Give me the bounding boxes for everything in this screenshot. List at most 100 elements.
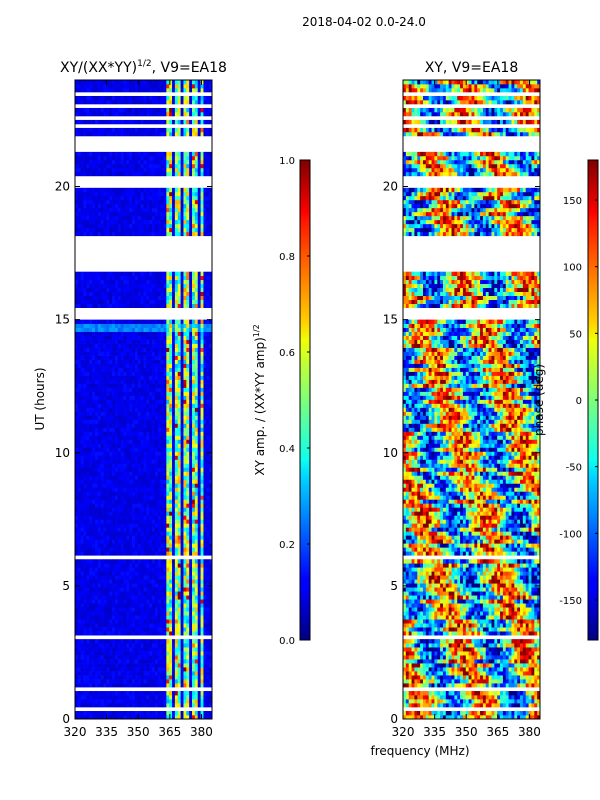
heatmap-cell <box>172 491 176 496</box>
heatmap-cell <box>94 607 99 612</box>
heatmap-cell <box>186 415 190 420</box>
heatmap-cell <box>209 651 213 656</box>
heatmap-cell <box>177 551 181 556</box>
heatmap-cell <box>129 631 133 636</box>
heatmap-cell <box>163 523 167 528</box>
heatmap-cell <box>126 407 130 412</box>
heatmap-cell <box>97 531 102 536</box>
heatmap-cell <box>169 419 173 424</box>
heatmap-cell <box>183 575 187 580</box>
heatmap-cell <box>186 535 190 540</box>
heatmap-cell <box>109 643 113 648</box>
heatmap-cell <box>80 643 84 648</box>
heatmap-cell <box>197 519 201 524</box>
heatmap-cell <box>203 711 207 716</box>
heatmap-cell <box>77 363 82 368</box>
heatmap-cell <box>132 595 136 600</box>
heatmap-cell <box>86 359 90 364</box>
heatmap-cell <box>194 587 199 592</box>
heatmap-cell <box>169 479 173 484</box>
heatmap-cell <box>86 671 90 676</box>
heatmap-cell <box>129 347 133 352</box>
heatmap-cell <box>134 583 139 588</box>
heatmap-cell <box>83 535 87 540</box>
heatmap-cell <box>132 567 136 572</box>
heatmap-cell <box>209 395 213 400</box>
heatmap-cell <box>140 675 144 680</box>
heatmap-cell <box>160 623 164 628</box>
heatmap-cell <box>180 291 184 297</box>
heatmap-cell <box>117 703 122 708</box>
heatmap-cell <box>180 655 184 660</box>
heatmap-cell <box>174 587 179 592</box>
heatmap-cell <box>129 495 133 500</box>
heatmap-cell <box>177 403 181 408</box>
heatmap-cell <box>189 475 193 480</box>
heatmap-cell <box>75 675 79 680</box>
heatmap-cell <box>75 447 79 452</box>
heatmap-cell <box>100 303 104 308</box>
heatmap-cell <box>94 711 99 716</box>
heatmap-cell <box>177 447 181 452</box>
heatmap-cell <box>77 599 82 604</box>
heatmap-cell <box>120 367 124 372</box>
heatmap-cell <box>180 671 184 676</box>
heatmap-cell <box>114 371 119 376</box>
heatmap-cell <box>134 275 139 281</box>
heatmap-cell <box>100 503 104 508</box>
heatmap-cell <box>83 583 87 588</box>
heatmap-cell <box>206 347 210 352</box>
heatmap-cell <box>114 375 119 380</box>
heatmap-cell <box>100 639 104 644</box>
heatmap-cell <box>140 503 144 508</box>
heatmap-cell <box>89 419 93 424</box>
heatmap-cell <box>126 699 130 704</box>
heatmap-cell <box>117 571 122 576</box>
heatmap-cell <box>112 287 116 293</box>
heatmap-cell <box>140 651 144 656</box>
heatmap-cell <box>97 347 102 352</box>
heatmap-cell <box>194 451 199 456</box>
heatmap-cell <box>163 579 167 584</box>
heatmap-cell <box>120 383 124 388</box>
heatmap-cell <box>117 599 122 604</box>
heatmap-cell <box>83 659 87 664</box>
heatmap-cell <box>166 487 170 492</box>
heatmap-cell <box>120 487 124 492</box>
heatmap-cell <box>129 371 133 376</box>
heatmap-cell <box>106 535 110 540</box>
heatmap-cell <box>106 407 110 412</box>
heatmap-cell <box>126 415 130 420</box>
heatmap-cell <box>112 663 116 668</box>
heatmap-cell <box>114 343 119 348</box>
heatmap-cell <box>197 695 201 700</box>
heatmap-cell <box>120 603 124 608</box>
heatmap-cell <box>146 499 150 504</box>
heatmap-cell <box>146 323 150 328</box>
heatmap-cell <box>77 383 82 388</box>
heatmap-cell <box>154 431 159 436</box>
heatmap-cell <box>106 515 110 520</box>
heatmap-cell <box>89 683 93 688</box>
heatmap-cell <box>92 483 96 488</box>
heatmap-cell <box>86 287 90 293</box>
heatmap-cell <box>149 391 153 396</box>
heatmap-cell <box>92 511 96 516</box>
heatmap-cell <box>92 455 96 460</box>
heatmap-cell <box>194 527 199 532</box>
heatmap-cell <box>174 323 179 328</box>
heatmap-cell <box>100 387 104 392</box>
heatmap-cell <box>77 631 82 636</box>
heatmap-cell <box>86 363 90 368</box>
heatmap-cell <box>203 503 207 508</box>
heatmap-cell <box>92 427 96 432</box>
heatmap-cell <box>83 419 87 424</box>
heatmap-cell <box>180 587 184 592</box>
heatmap-cell <box>140 447 144 452</box>
heatmap-cell <box>163 539 167 544</box>
heatmap-cell <box>97 371 102 376</box>
heatmap-cell <box>132 367 136 372</box>
heatmap-cell <box>169 275 173 281</box>
heatmap-cell <box>189 535 193 540</box>
heatmap-cell <box>80 667 84 672</box>
